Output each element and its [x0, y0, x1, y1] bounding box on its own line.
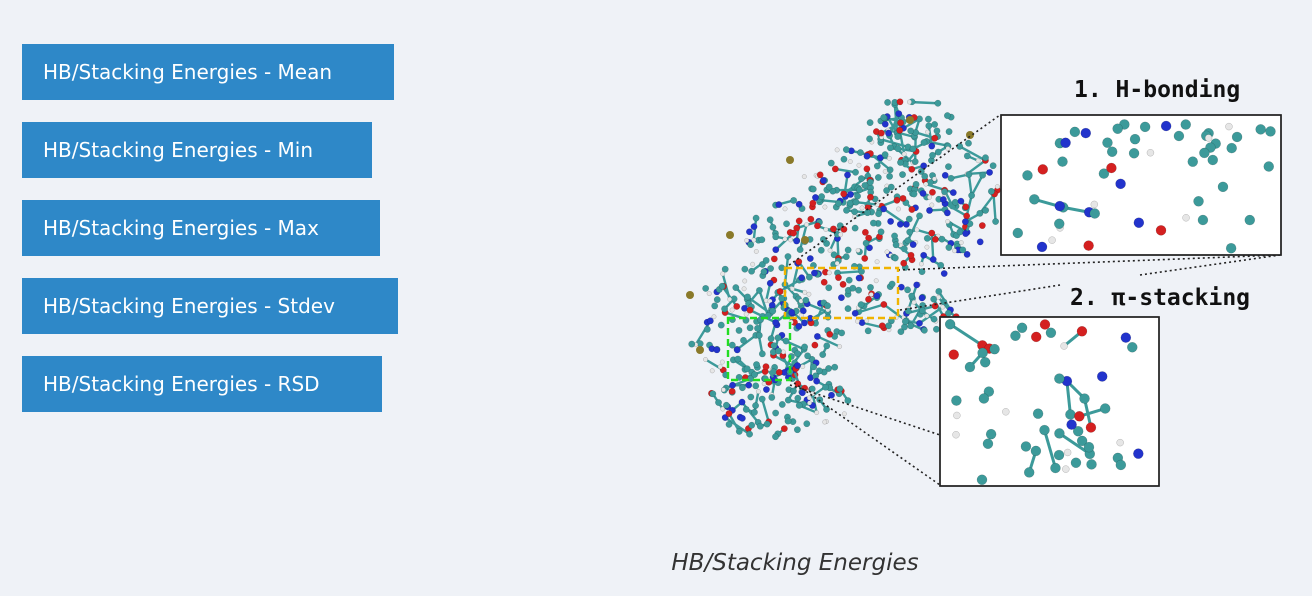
hbond-label: 1. H-bonding	[1074, 77, 1240, 103]
stacking-inset	[939, 316, 1160, 487]
molecule-illustration: 1. H-bonding 2. π-stacking	[686, 77, 1282, 487]
molecular-figure: 1. H-bonding 2. π-stacking	[640, 60, 1300, 500]
hbond-highlight-box	[783, 266, 900, 320]
rna-helix-structure	[686, 98, 1001, 441]
stdev-energies-button[interactable]: HB/Stacking Energies - Stdev	[22, 278, 398, 334]
hbond-inset	[1000, 114, 1282, 256]
stacking-highlight-box	[726, 316, 792, 382]
figure-caption: HB/Stacking Energies	[671, 550, 919, 576]
max-energies-button[interactable]: HB/Stacking Energies - Max	[22, 200, 380, 256]
rsd-energies-button[interactable]: HB/Stacking Energies - RSD	[22, 356, 382, 412]
mean-energies-button[interactable]: HB/Stacking Energies - Mean	[22, 44, 394, 100]
stacking-label: 2. π-stacking	[1070, 285, 1250, 311]
zoom-guide-lines	[784, 114, 1281, 486]
min-energies-button[interactable]: HB/Stacking Energies - Min	[22, 122, 372, 178]
